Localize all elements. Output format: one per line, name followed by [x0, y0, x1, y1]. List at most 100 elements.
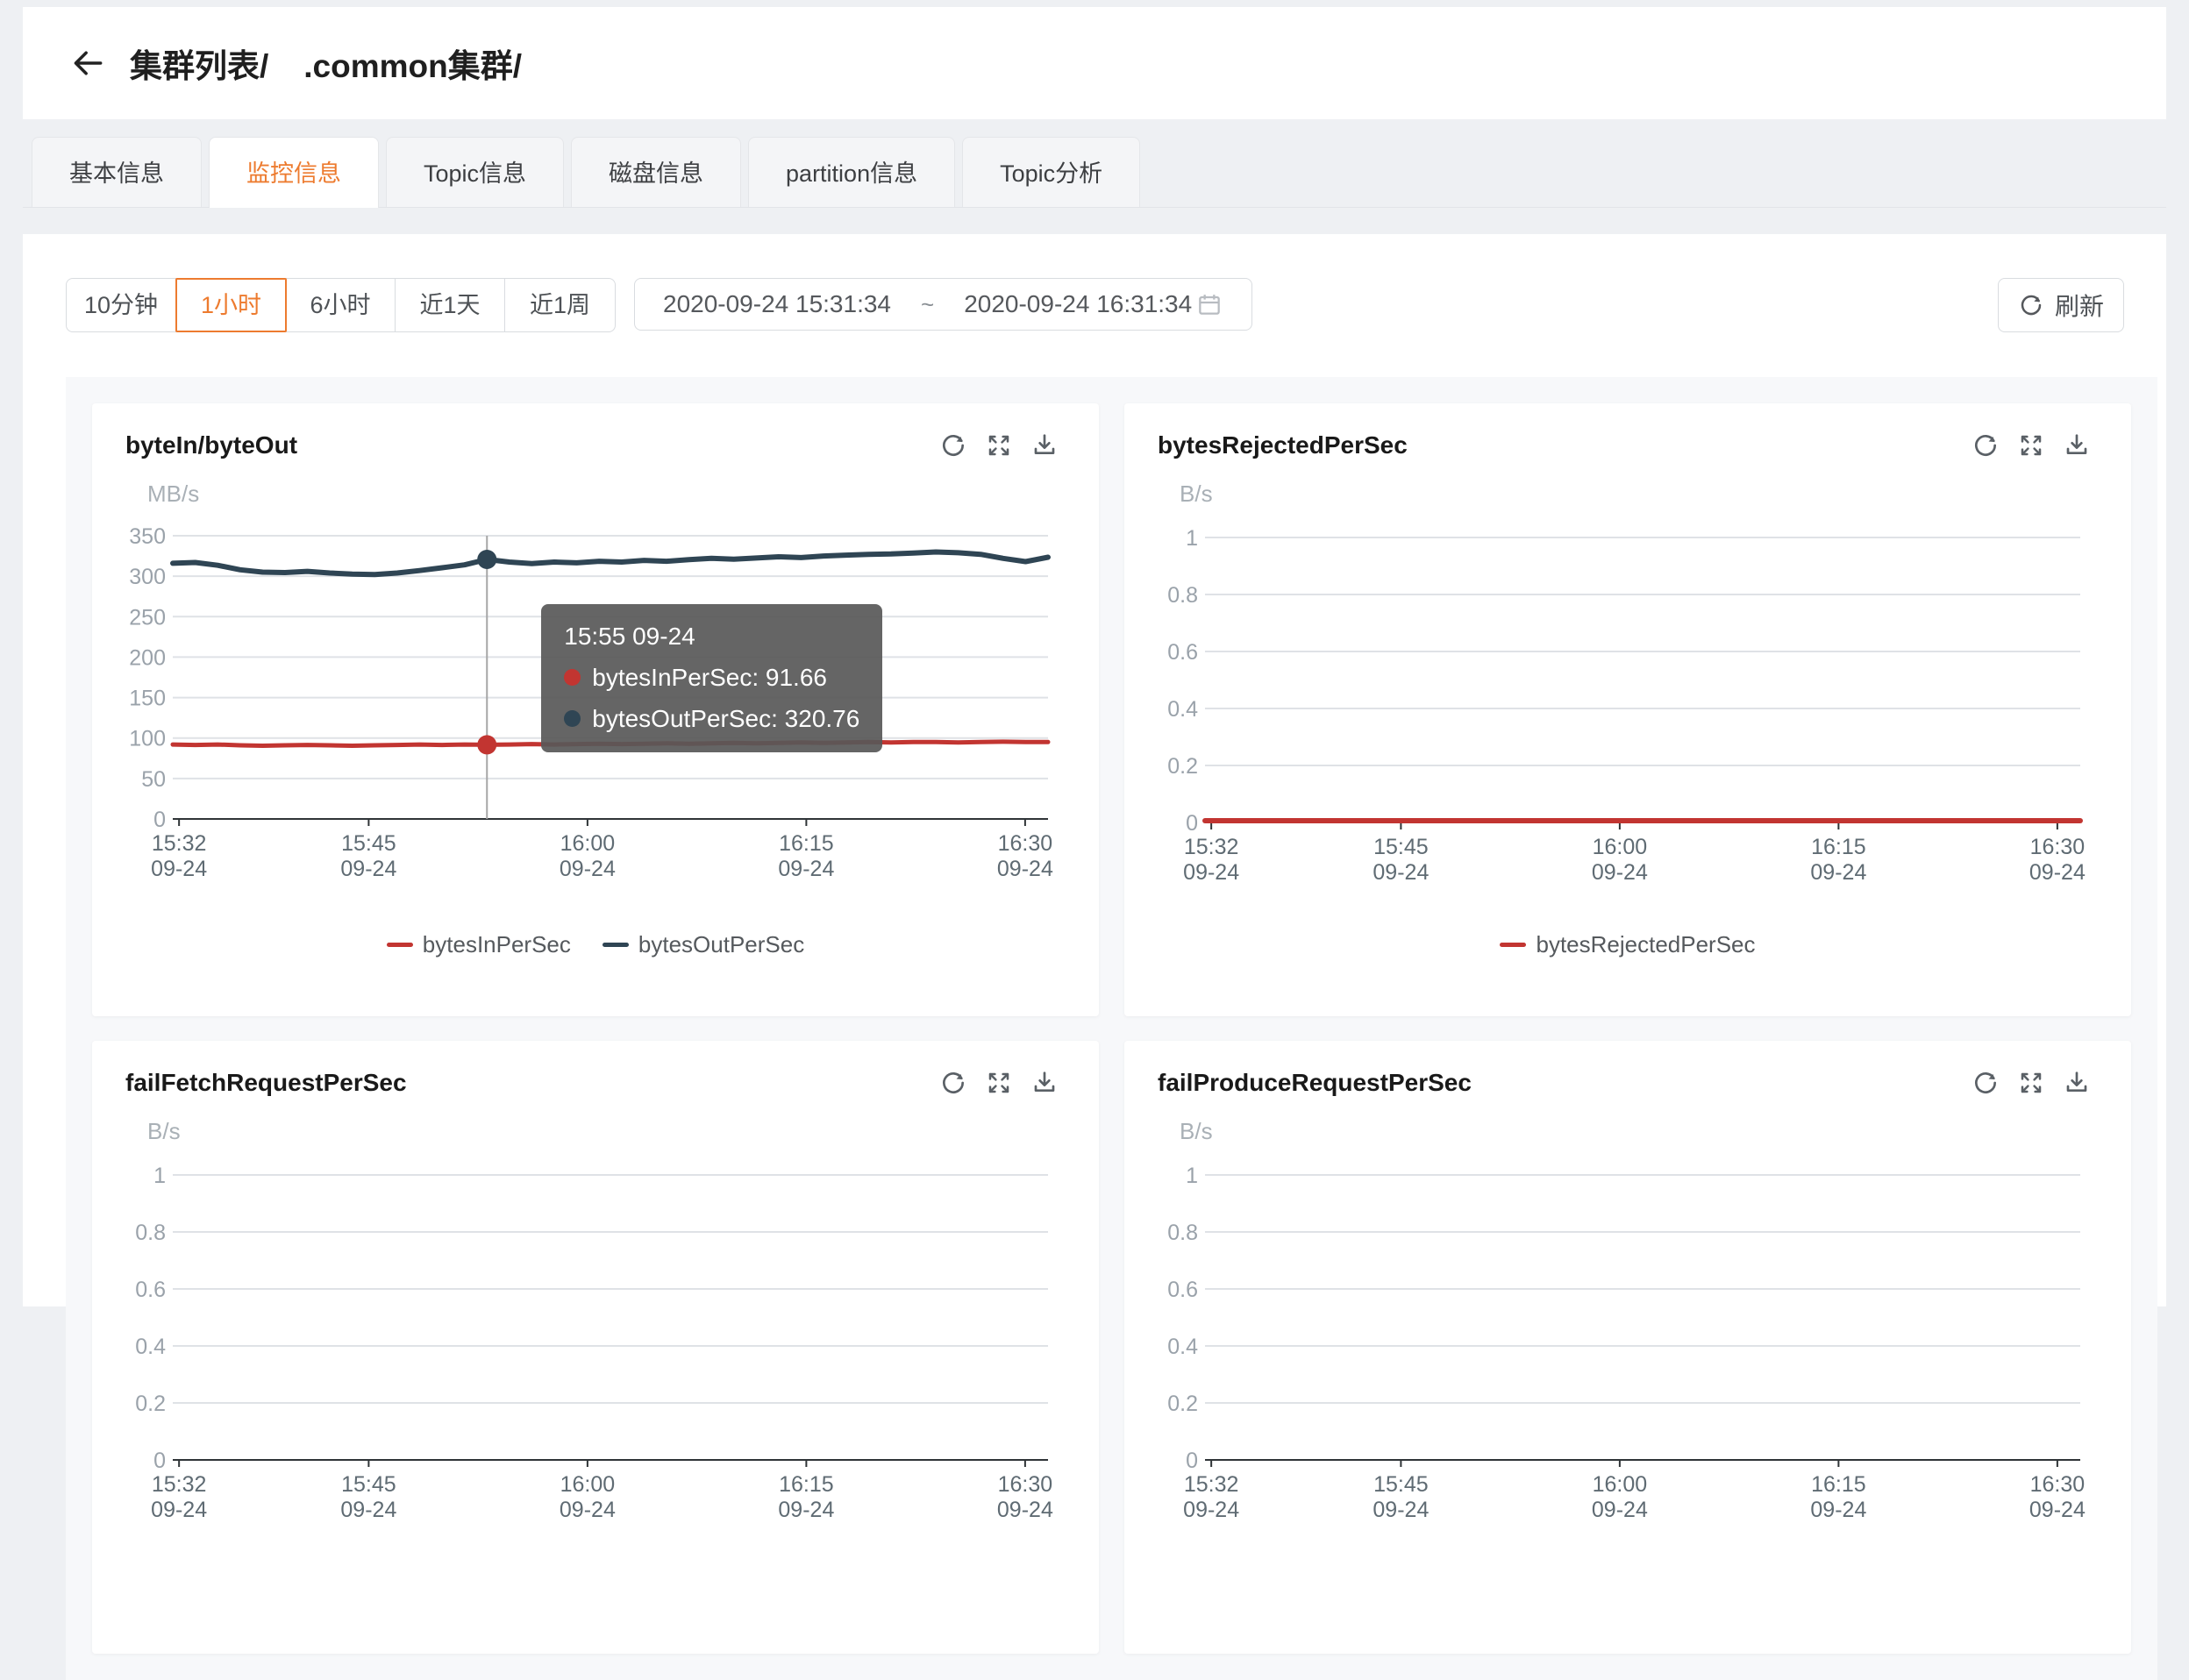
chart-plot: MB/s35030025020015010050015:3209-2415:45… — [129, 481, 1053, 881]
svg-text:09-24: 09-24 — [151, 1498, 207, 1522]
download-icon[interactable] — [1030, 431, 1059, 459]
range-button-1hour[interactable]: 1小时 — [175, 278, 287, 332]
range-button-1day[interactable]: 近1天 — [396, 279, 505, 331]
svg-text:15:45: 15:45 — [1373, 1472, 1429, 1497]
refresh-chart-icon[interactable] — [1972, 431, 2000, 459]
svg-text:09-24: 09-24 — [2029, 860, 2086, 885]
y-axis-unit: MB/s — [147, 481, 199, 507]
tab-disk-info[interactable]: 磁盘信息 — [571, 137, 742, 207]
range-button-6hour[interactable]: 6小时 — [286, 279, 396, 331]
range-button-1week[interactable]: 近1周 — [505, 279, 615, 331]
tab-topic-analysis[interactable]: Topic分析 — [962, 137, 1141, 207]
download-icon[interactable] — [1030, 1069, 1059, 1097]
date-range-separator: ~ — [921, 290, 935, 317]
hover-point-bytesoutpersec — [477, 549, 497, 569]
svg-text:0.2: 0.2 — [1167, 754, 1198, 779]
svg-text:09-24: 09-24 — [1592, 1498, 1648, 1522]
legend-item-bytesoutpersec[interactable]: bytesOutPerSec — [602, 931, 805, 958]
refresh-label: 刷新 — [2054, 293, 2104, 320]
svg-text:0.4: 0.4 — [1167, 1335, 1198, 1359]
svg-text:0.8: 0.8 — [1167, 1221, 1198, 1245]
svg-text:150: 150 — [129, 687, 166, 711]
legend-dash-icon — [602, 943, 629, 947]
svg-text:15:32: 15:32 — [1184, 835, 1239, 859]
svg-text:15:45: 15:45 — [341, 1472, 396, 1497]
chart-plot: B/s10.80.60.40.2015:3209-2415:4509-2416:… — [1167, 1118, 2086, 1522]
download-icon[interactable] — [2063, 1069, 2091, 1097]
breadcrumb-cluster-name: .common集群/ — [303, 48, 523, 84]
svg-text:0.8: 0.8 — [1167, 583, 1198, 608]
svg-text:250: 250 — [129, 605, 166, 630]
chart-toolbox — [939, 1069, 1059, 1097]
refresh-button[interactable]: 刷新 — [1998, 278, 2124, 332]
series-dot-icon — [564, 710, 581, 727]
svg-text:350: 350 — [129, 524, 166, 549]
chart-toolbox — [1972, 431, 2091, 459]
download-icon[interactable] — [2063, 431, 2091, 459]
svg-text:09-24: 09-24 — [340, 857, 396, 881]
chart-title: bytesRejectedPerSec — [1158, 431, 1408, 459]
svg-text:16:00: 16:00 — [560, 1472, 616, 1497]
svg-text:16:15: 16:15 — [779, 831, 834, 856]
fullscreen-icon[interactable] — [2017, 1069, 2045, 1097]
legend-item-bytesrejectedpersec[interactable]: bytesRejectedPerSec — [1500, 931, 1756, 958]
range-button-10min[interactable]: 10分钟 — [67, 279, 176, 331]
main-panel: 10分钟 1小时 6小时 近1天 近1周 2020-09-24 15:31:34 ~ 2… — [23, 234, 2166, 1680]
svg-text:300: 300 — [129, 565, 166, 589]
refresh-chart-icon[interactable] — [1972, 1069, 2000, 1097]
svg-text:09-24: 09-24 — [2029, 1498, 2086, 1522]
svg-text:0: 0 — [153, 1449, 166, 1473]
refresh-icon — [2021, 295, 2042, 316]
tooltip-row: bytesOutPerSec: 320.76 — [564, 698, 859, 739]
tab-monitor-info[interactable]: 监控信息 — [209, 137, 379, 208]
chart-plot: B/s10.80.60.40.2015:3209-2415:4509-2416:… — [135, 1118, 1053, 1522]
chart-card-failproducerequestpersec: failProduceRequestPerSec B/s 1 0.8 0.6 0.4 0.2… — [1124, 1041, 2131, 1654]
date-range-picker[interactable]: 2020-09-24 15:31:34 ~ 2020-09-24 16:31:3… — [634, 278, 1252, 331]
chart-card-failfetchrequestpersec: failFetchRequestPerSec B/s 1 0.8 0.6 0.4 0.2 0 1… — [92, 1041, 1099, 1654]
legend-dash-icon — [386, 943, 413, 947]
chart-card-bytein-byteout: byteIn/byteOut MB/s 350 300 250 200 150 100 50 0 1… — [92, 403, 1099, 1016]
fullscreen-icon[interactable] — [2017, 431, 2045, 459]
svg-text:09-24: 09-24 — [1373, 860, 1429, 885]
charts-grid: byteIn/byteOut MB/s 350 300 250 200 150 100 50 0 1… — [66, 377, 2157, 1680]
svg-text:15:45: 15:45 — [341, 831, 396, 856]
time-range-group: 10分钟 1小时 6小时 近1天 近1周 — [66, 278, 616, 332]
svg-text:0.8: 0.8 — [135, 1221, 166, 1245]
breadcrumb: 集群列表/ .common集群/ — [130, 39, 522, 87]
svg-text:09-24: 09-24 — [778, 1498, 834, 1522]
svg-text:0.6: 0.6 — [1167, 1278, 1198, 1302]
svg-text:0.2: 0.2 — [135, 1392, 166, 1416]
svg-text:16:00: 16:00 — [560, 831, 616, 856]
arrow-left-icon — [74, 51, 103, 75]
refresh-chart-icon[interactable] — [939, 431, 967, 459]
svg-text:09-24: 09-24 — [1373, 1498, 1429, 1522]
svg-text:16:15: 16:15 — [1811, 1472, 1866, 1497]
svg-text:0: 0 — [1186, 1449, 1198, 1473]
chart-legend: bytesRejectedPerSec — [1124, 931, 2131, 958]
tab-partition-info[interactable]: partition信息 — [748, 137, 956, 207]
refresh-chart-icon[interactable] — [939, 1069, 967, 1097]
tab-basic-info[interactable]: 基本信息 — [32, 137, 202, 207]
svg-text:16:00: 16:00 — [1593, 1472, 1648, 1497]
fullscreen-icon[interactable] — [985, 431, 1013, 459]
breadcrumb-cluster-list[interactable]: 集群列表/ — [130, 48, 269, 84]
svg-text:0.6: 0.6 — [135, 1278, 166, 1302]
legend-item-bytesinpersec[interactable]: bytesInPerSec — [386, 931, 571, 958]
svg-text:09-24: 09-24 — [151, 857, 207, 881]
page-header: 集群列表/ .common集群/ — [23, 7, 2166, 119]
tab-topic-info[interactable]: Topic信息 — [386, 137, 565, 207]
svg-text:1: 1 — [1186, 1164, 1198, 1188]
svg-text:0.2: 0.2 — [1167, 1392, 1198, 1416]
fullscreen-icon[interactable] — [985, 1069, 1013, 1097]
chart-toolbox — [939, 431, 1059, 459]
svg-text:1: 1 — [1186, 526, 1198, 551]
legend-label: bytesOutPerSec — [638, 931, 805, 957]
tooltip-time: 15:55 09-24 — [564, 623, 695, 650]
legend-label: bytesRejectedPerSec — [1536, 931, 1756, 957]
back-button[interactable] — [68, 44, 107, 82]
chart-card-bytesrejectedpersec: bytesRejectedPerSec B/s 1 0.8 0.6 0.4 0.2 0 15:3… — [1124, 403, 2131, 1016]
y-axis-unit: B/s — [1180, 481, 1213, 507]
svg-text:16:15: 16:15 — [779, 1472, 834, 1497]
svg-text:09-24: 09-24 — [1810, 1498, 1866, 1522]
chart-toolbox — [1972, 1069, 2091, 1097]
